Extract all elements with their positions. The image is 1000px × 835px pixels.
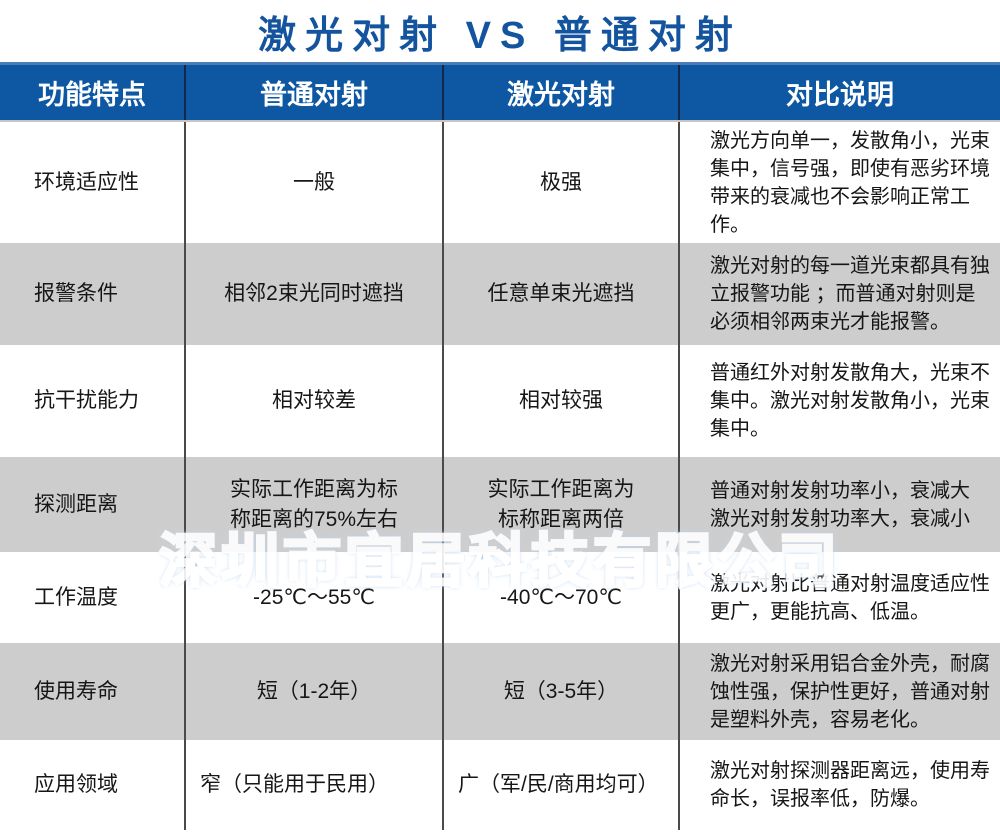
header-ordinary-beam: 普通对射: [186, 65, 444, 120]
header-comparison-note: 对比说明: [786, 80, 894, 110]
page-title: 激光对射 VS 普通对射: [258, 14, 742, 57]
feature-cell: 应用领域: [0, 740, 186, 830]
comparison-note-cell: 激光对射的每一道光束都具有独立报警功能 ；而普通对射则是必须相邻两束光才能报警。: [710, 255, 990, 333]
table-row-working-temperature: 工作温度 -25℃～55℃ -40℃～70℃ 激光对射比普通对射温度适应性更广，…: [0, 552, 1000, 643]
ordinary-value-cell: 窄（只能用于民用）: [186, 740, 444, 830]
laser-value-cell: 相对较强: [444, 345, 680, 457]
feature-cell: 报警条件: [0, 243, 186, 345]
ordinary-value-cell: -25℃～55℃: [186, 552, 444, 643]
feature-cell: 抗干扰能力: [0, 345, 186, 457]
header-feature: 功能特点: [0, 65, 186, 120]
comparison-note-cell: 激光方向单一，发散角小，光束集中，信号强，即使有恶劣环境带来的衰减也不会影响正常…: [710, 129, 990, 236]
ordinary-value-cell: 相邻2束光同时遮挡: [186, 243, 444, 345]
feature-cell: 环境适应性: [0, 122, 186, 243]
comparison-table: 功能特点 普通对射 激光对射 对比说明 环境适应性 一般 极强 激光方向单一，发…: [0, 62, 1000, 830]
header-laser-beam: 激光对射: [444, 65, 680, 120]
comparison-note-cell: 普通红外对射发散角大，光束不集中。激光对射发散角小，光束集中。: [710, 362, 990, 440]
feature-cell: 探测距离: [0, 457, 186, 552]
table-row-anti-interference: 抗干扰能力 相对较差 相对较强 普通红外对射发散角大，光束不集中。激光对射发散角…: [0, 345, 1000, 457]
ordinary-value-cell: 实际工作距离为标 称距离的75%左右: [186, 457, 444, 552]
feature-cell: 工作温度: [0, 552, 186, 643]
ordinary-value-cell: 相对较差: [186, 345, 444, 457]
laser-value-cell: 极强: [444, 122, 680, 243]
table-row-service-life: 使用寿命 短（1-2年） 短（3-5年） 激光对射采用铝合金外壳，耐腐蚀性强，保…: [0, 643, 1000, 740]
laser-value-cell: 实际工作距离为 标称距离两倍: [444, 457, 680, 552]
laser-value-cell: 广（军/民/商用均可）: [444, 740, 680, 830]
title-bar: 激光对射 VS 普通对射: [0, 0, 1000, 62]
laser-value-cell: 任意单束光遮挡: [444, 243, 680, 345]
laser-value-cell: -40℃～70℃: [444, 552, 680, 643]
table-row-application-field: 应用领域 窄（只能用于民用） 广（军/民/商用均可） 激光对射探测器距离远，使用…: [0, 740, 1000, 830]
table-row-detection-distance: 探测距离 实际工作距离为标 称距离的75%左右 实际工作距离为 标称距离两倍 普…: [0, 457, 1000, 552]
comparison-note-cell: 激光对射比普通对射温度适应性更广，更能抗高、低温。: [710, 572, 990, 623]
table-row-environment: 环境适应性 一般 极强 激光方向单一，发散角小，光束集中，信号强，即使有恶劣环境…: [0, 122, 1000, 243]
feature-cell: 使用寿命: [0, 643, 186, 740]
laser-value-cell: 短（3-5年）: [444, 643, 680, 740]
table-header-row: 功能特点 普通对射 激光对射 对比说明: [0, 62, 1000, 122]
table-row-alarm-condition: 报警条件 相邻2束光同时遮挡 任意单束光遮挡 激光对射的每一道光束都具有独立报警…: [0, 243, 1000, 345]
comparison-note-cell: 普通对射发射功率小，衰减大 激光对射发射功率大，衰减小: [710, 479, 970, 530]
comparison-note-cell: 激光对射采用铝合金外壳，耐腐蚀性强，保护性更好，普通对射是塑料外壳，容易老化。: [710, 652, 990, 731]
ordinary-value-cell: 一般: [186, 122, 444, 243]
comparison-note-cell: 激光对射探测器距离远，使用寿命长，误报率低，防爆。: [710, 760, 990, 810]
ordinary-value-cell: 短（1-2年）: [186, 643, 444, 740]
